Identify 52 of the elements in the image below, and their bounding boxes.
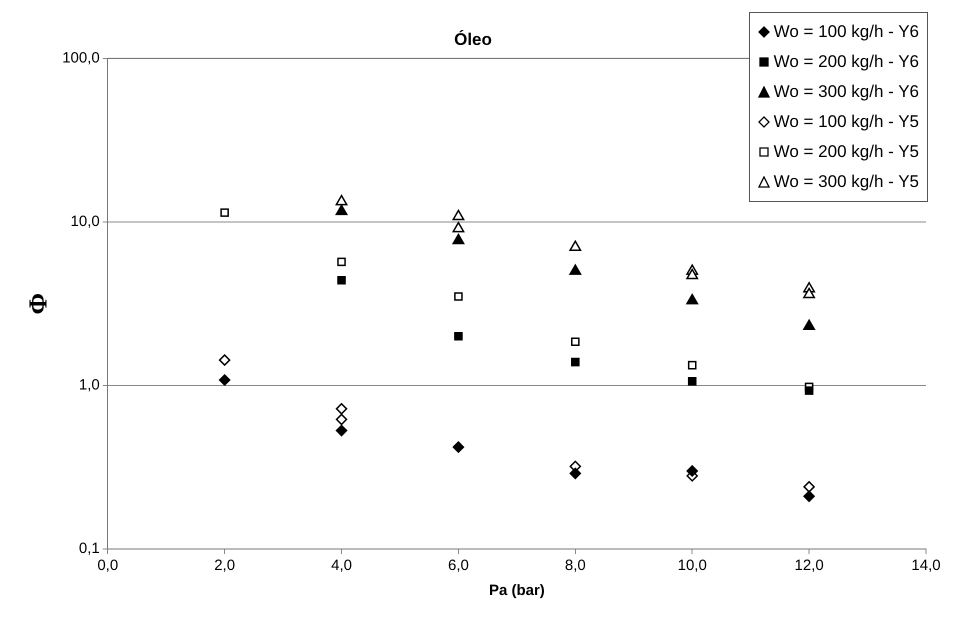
x-tick-label: 12,0 <box>794 557 824 574</box>
legend-label: Wo = 200 kg/h - Y5 <box>774 142 919 162</box>
legend-label: Wo = 100 kg/h - Y5 <box>774 112 919 132</box>
x-tick-label: 0,0 <box>97 557 118 574</box>
x-tick-label: 6,0 <box>448 557 469 574</box>
point <box>336 414 348 426</box>
x-tick-label: 14,0 <box>911 557 941 574</box>
point <box>803 490 815 502</box>
legend-label: Wo = 100 kg/h - Y6 <box>774 22 919 42</box>
point <box>337 276 346 285</box>
chart-title: Óleo <box>454 28 492 49</box>
y-axis-title: Φ <box>23 292 52 314</box>
legend-label: Wo = 200 kg/h - Y6 <box>774 52 919 72</box>
point <box>686 294 698 304</box>
point <box>336 424 348 436</box>
legend-label: Wo = 300 kg/h - Y6 <box>774 82 919 102</box>
point <box>454 332 463 341</box>
point <box>688 377 696 386</box>
point <box>570 468 582 480</box>
point <box>336 204 348 216</box>
point <box>569 264 582 275</box>
x-tick-label: 2,0 <box>214 557 236 574</box>
point <box>336 403 348 415</box>
legend-label: Wo = 300 kg/h - Y5 <box>774 172 919 192</box>
point <box>569 240 582 252</box>
point <box>454 292 463 301</box>
point <box>452 210 464 220</box>
point <box>571 337 580 346</box>
point <box>218 354 230 366</box>
point <box>804 386 814 395</box>
point <box>803 481 815 493</box>
point <box>337 258 346 266</box>
point <box>688 360 696 370</box>
point <box>452 441 464 453</box>
y-tick-label: 10,0 <box>70 213 100 230</box>
point <box>803 288 816 298</box>
x-axis-title: Pa (bar) <box>488 582 545 600</box>
y-tick-label: 0,1 <box>78 540 100 558</box>
point <box>803 320 816 330</box>
point <box>220 208 229 217</box>
x-tick-label: 4,0 <box>331 557 352 574</box>
point <box>452 222 464 232</box>
y-tick-label: 1,0 <box>78 376 100 394</box>
x-tick-label: 10,0 <box>678 557 707 574</box>
x-tick-label: 8,0 <box>564 557 586 574</box>
y-tick-label: 100,0 <box>62 50 100 67</box>
point <box>686 268 698 280</box>
point <box>686 465 698 477</box>
point <box>571 358 580 366</box>
point <box>336 194 348 206</box>
point <box>452 234 464 244</box>
point <box>218 374 230 386</box>
